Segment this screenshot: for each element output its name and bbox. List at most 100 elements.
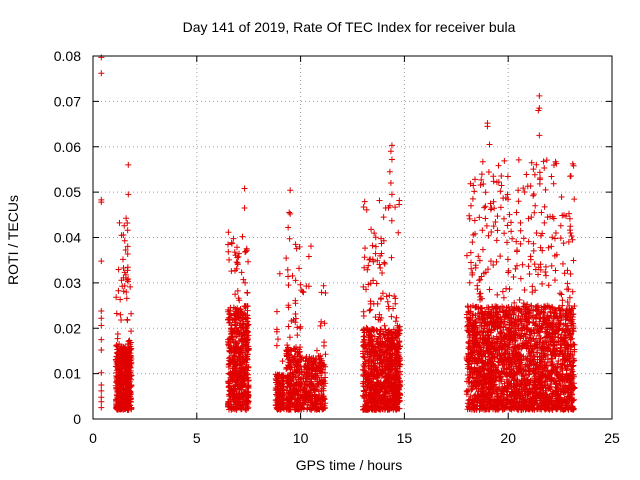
data-point xyxy=(237,366,244,373)
data-point xyxy=(119,256,126,263)
data-point xyxy=(530,166,537,173)
data-point xyxy=(229,359,236,366)
data-point xyxy=(388,313,395,320)
data-point xyxy=(122,246,129,253)
data-point xyxy=(363,206,370,213)
data-point xyxy=(229,393,236,400)
scatter-points xyxy=(98,54,578,413)
data-point xyxy=(236,362,243,369)
data-point xyxy=(515,156,522,163)
data-point xyxy=(226,311,233,318)
data-point xyxy=(242,366,249,373)
data-point xyxy=(468,265,475,272)
data-point xyxy=(543,272,550,279)
data-point xyxy=(117,296,124,303)
data-point xyxy=(240,376,247,383)
data-point xyxy=(483,222,490,229)
data-point xyxy=(245,364,252,371)
data-point xyxy=(516,296,523,303)
data-point xyxy=(114,331,121,338)
data-point xyxy=(531,209,538,216)
data-point xyxy=(478,305,485,312)
data-point xyxy=(126,364,133,371)
data-point xyxy=(517,219,524,226)
data-point xyxy=(243,336,250,343)
data-point xyxy=(500,215,507,222)
data-point xyxy=(372,243,379,250)
data-point xyxy=(471,188,478,195)
data-point xyxy=(551,277,558,284)
data-point xyxy=(240,276,247,283)
data-point xyxy=(234,287,241,294)
data-point xyxy=(225,241,232,248)
data-point xyxy=(236,322,243,329)
data-point xyxy=(499,288,506,295)
data-point xyxy=(485,168,492,175)
data-point xyxy=(117,311,124,318)
data-point xyxy=(313,347,320,354)
data-point xyxy=(127,283,134,290)
data-point xyxy=(383,293,390,300)
data-point xyxy=(243,392,250,399)
data-point xyxy=(471,217,478,224)
data-point xyxy=(232,291,239,298)
data-point xyxy=(228,401,235,408)
data-point xyxy=(225,316,232,323)
data-point xyxy=(497,188,504,195)
data-point xyxy=(230,394,237,401)
data-point xyxy=(504,173,511,180)
data-point xyxy=(275,336,282,343)
data-point xyxy=(125,406,132,413)
data-point xyxy=(120,274,127,281)
data-point xyxy=(229,330,236,337)
data-point xyxy=(297,323,304,330)
data-point xyxy=(482,203,489,210)
data-point xyxy=(273,342,280,349)
data-point xyxy=(493,237,500,244)
data-point xyxy=(228,334,235,341)
data-point xyxy=(509,235,516,242)
data-point xyxy=(494,227,501,234)
chart-title: Day 141 of 2019, Rate Of TEC Index for r… xyxy=(183,19,516,35)
data-point xyxy=(520,235,527,242)
data-point xyxy=(476,214,483,221)
data-point xyxy=(303,283,310,290)
data-point xyxy=(284,266,291,273)
data-point xyxy=(478,171,485,178)
data-point xyxy=(488,228,495,235)
data-point xyxy=(242,303,249,310)
data-point xyxy=(244,356,251,363)
data-point xyxy=(228,372,235,379)
data-point xyxy=(273,308,280,315)
data-point xyxy=(117,371,124,378)
data-point xyxy=(125,391,132,398)
data-point xyxy=(479,246,486,253)
data-point xyxy=(548,173,555,180)
data-point xyxy=(541,165,548,172)
data-point xyxy=(234,340,241,347)
data-point xyxy=(490,173,497,180)
data-point xyxy=(525,263,532,270)
data-point xyxy=(118,317,125,324)
data-point xyxy=(120,351,127,358)
data-point xyxy=(285,323,292,330)
data-point xyxy=(540,158,547,165)
data-point xyxy=(504,256,511,263)
data-point xyxy=(228,322,235,329)
data-point xyxy=(238,347,245,354)
data-point xyxy=(571,196,578,203)
data-point xyxy=(119,362,126,369)
data-point xyxy=(242,248,249,255)
data-point xyxy=(114,395,121,402)
data-point xyxy=(564,267,571,274)
data-point xyxy=(384,298,391,305)
data-point xyxy=(497,253,504,260)
data-point xyxy=(233,325,240,332)
data-point xyxy=(318,289,325,296)
data-point xyxy=(558,194,565,201)
data-point xyxy=(237,351,244,358)
data-point xyxy=(322,290,329,297)
data-point xyxy=(294,332,301,339)
data-point xyxy=(508,228,515,235)
data-point xyxy=(320,282,327,289)
